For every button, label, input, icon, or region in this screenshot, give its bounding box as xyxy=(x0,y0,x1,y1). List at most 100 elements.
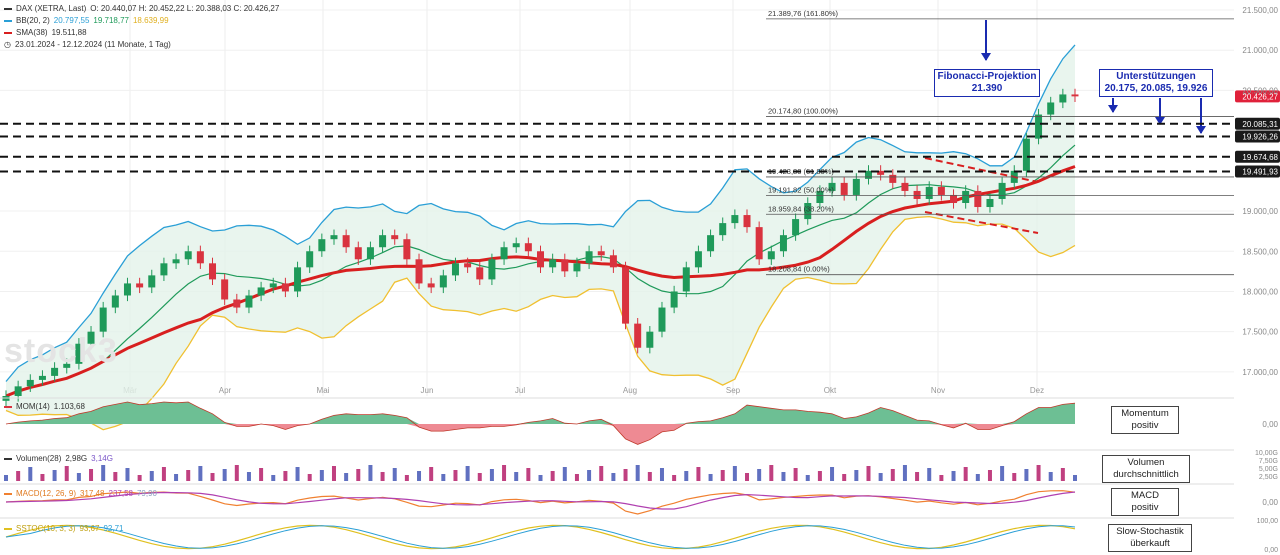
volume-bar xyxy=(939,475,944,481)
volume-bar xyxy=(781,472,786,481)
bb-swatch xyxy=(4,20,12,22)
candle-body xyxy=(755,227,763,260)
arrow-down-icon xyxy=(1155,117,1165,125)
month-label: Aug xyxy=(623,386,637,395)
stochastic-note: Slow-Stochastik überkauft xyxy=(1108,524,1192,552)
volume-bar xyxy=(963,467,968,481)
candle-body xyxy=(561,259,569,272)
note-line: Momentum xyxy=(1121,408,1169,419)
candle-body xyxy=(26,379,34,387)
volume-bar xyxy=(1073,475,1077,481)
candle-body xyxy=(925,186,933,199)
volume-bar xyxy=(283,471,288,481)
volume-bar xyxy=(161,467,166,481)
volume-bar xyxy=(89,469,94,481)
candle-body xyxy=(488,259,496,280)
candle-body xyxy=(318,239,326,252)
candle-body xyxy=(877,170,885,175)
bb-mid-value: 19.718,77 xyxy=(93,16,129,25)
y-tick-label: 19.000,00 xyxy=(1242,207,1278,216)
momentum-positive-area xyxy=(6,402,1075,424)
candle-body xyxy=(804,203,812,220)
volume-bar xyxy=(1048,472,1053,481)
fib-level-label: 21.389,76 (161.80%) xyxy=(768,9,839,18)
candle-body xyxy=(658,307,666,332)
volume-bar xyxy=(866,466,871,481)
volume-bar xyxy=(878,473,883,481)
date-range: 23.01.2024 - 12.12.2024 (11 Monate, 1 Ta… xyxy=(14,40,171,49)
candle-body xyxy=(160,263,168,276)
note-line: Slow-Stochastik xyxy=(1116,526,1184,537)
macd-legend: MACD(12, 26, 9) 317,48 237,58 79,90 xyxy=(4,489,157,498)
volume-bar xyxy=(1000,466,1005,481)
candle-body xyxy=(719,223,727,236)
candle-body xyxy=(682,267,690,292)
arrow-down-icon xyxy=(1108,105,1118,113)
stoch-legend: SSTOC(10, 3, 3) 93,67 92,71 xyxy=(4,524,124,533)
candle-body xyxy=(889,174,897,183)
volume-bar xyxy=(453,470,458,481)
macd-swatch xyxy=(4,492,12,495)
volume-bar xyxy=(186,470,191,481)
candle-body xyxy=(524,243,532,252)
candle-body xyxy=(937,186,945,195)
price-tag xyxy=(1235,90,1280,103)
candle-body xyxy=(281,283,289,292)
volume-bar xyxy=(951,471,956,481)
stoch-swatch xyxy=(4,527,12,530)
arrow-down-icon xyxy=(1196,126,1206,134)
volume-bar xyxy=(246,472,251,481)
mom-legend: MOM(14) 1.103,68 xyxy=(4,402,85,411)
level-tag-label: 19.926,26 xyxy=(1242,133,1278,142)
fib-level-label: 19.191,82 (50.00%) xyxy=(768,186,834,195)
volume-bar xyxy=(477,473,482,481)
supports-box: Unterstützungen 20.175, 20.085, 19.926 xyxy=(1099,69,1213,97)
volume-bar xyxy=(599,466,604,481)
stoch-k-line xyxy=(5,524,1076,550)
macd-label: MACD(12, 26, 9) xyxy=(16,489,77,498)
candle-body xyxy=(269,283,277,288)
ohlc-values: O: 20.440,07 H: 20.452,22 L: 20.388,03 C… xyxy=(90,4,280,13)
volume-bar xyxy=(222,469,227,481)
candle-body xyxy=(51,367,59,376)
volume-bar xyxy=(4,475,8,481)
candle-body xyxy=(148,275,156,288)
volume-bar xyxy=(125,468,130,481)
vol-tick: 5,00G xyxy=(1259,466,1278,473)
y-tick-label: 21.500,00 xyxy=(1242,6,1278,15)
volume-bar xyxy=(1060,468,1065,481)
candle-body xyxy=(537,251,544,268)
volume-bar xyxy=(587,470,592,481)
momentum-note: Momentum positiv xyxy=(1111,406,1179,434)
volume-bar xyxy=(502,465,507,481)
bollinger-band-fill xyxy=(6,44,1075,430)
candle-body xyxy=(136,283,144,288)
fib-level-label: 18.959,84 (38.20%) xyxy=(768,204,834,213)
volume-bar xyxy=(672,475,677,481)
candle-body xyxy=(743,215,751,228)
sma-value: 19.511,88 xyxy=(51,28,87,37)
stoch-label: SSTOC(10, 3, 3) xyxy=(16,524,76,533)
stoch-k-value: 93,67 xyxy=(79,524,100,533)
month-label: Dez xyxy=(1030,386,1044,395)
candle-body xyxy=(451,263,459,276)
volume-bar xyxy=(137,475,142,481)
candle-body xyxy=(427,283,435,288)
macd-value: 317,48 xyxy=(80,489,105,498)
macd-note: MACD positiv xyxy=(1111,488,1179,516)
level-tag-label: 19.674,68 xyxy=(1242,153,1278,162)
bb-lower-value: 18.639,99 xyxy=(132,16,169,25)
macd-signal-line xyxy=(5,491,1076,510)
candle-body xyxy=(63,363,71,368)
mom-tick: 0,00 xyxy=(1262,420,1278,429)
fib-projection-value: 21.390 xyxy=(971,83,1003,94)
volume-bar xyxy=(659,468,664,481)
volume-bar xyxy=(793,468,798,481)
fib-level-label: 20.174,80 (100.00%) xyxy=(768,107,839,116)
y-tick-label: 21.000,00 xyxy=(1242,46,1278,55)
volume-bar xyxy=(380,472,385,481)
volume-bar xyxy=(526,468,531,481)
candle-body xyxy=(1035,114,1043,139)
level-tag xyxy=(1235,165,1280,178)
volume-bar xyxy=(514,472,519,481)
